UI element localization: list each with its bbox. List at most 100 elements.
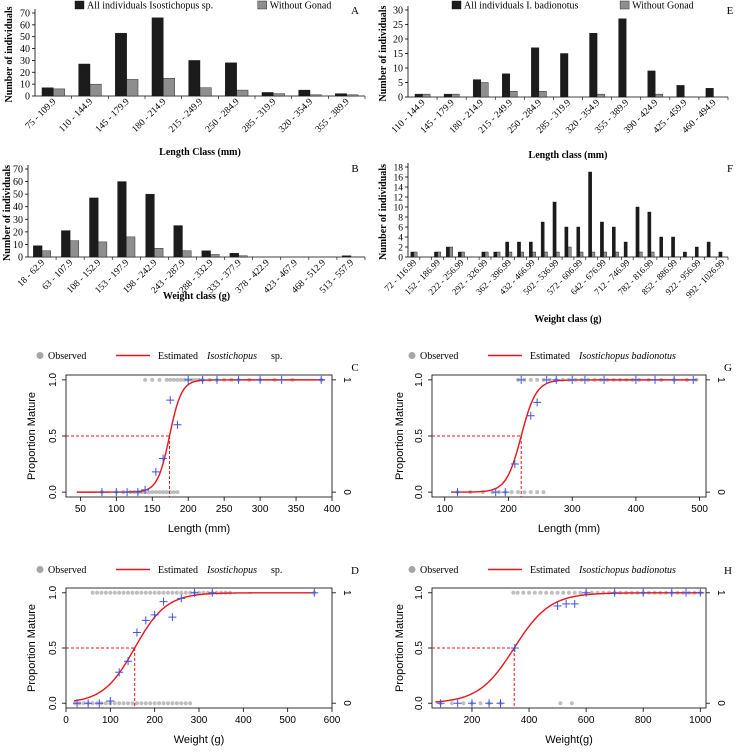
x-tick-label: 150	[144, 504, 161, 515]
observed-point-mature	[567, 590, 571, 595]
bar-series-0	[612, 226, 616, 258]
y-axis-title: Number of individuals	[378, 5, 389, 101]
observed-point-mature	[174, 590, 179, 595]
bar-series-1	[508, 251, 513, 258]
x-axis-title: Length Class (mm)	[159, 147, 241, 158]
legend-swatch	[257, 0, 267, 10]
proportion-mature-marker	[670, 375, 679, 384]
observed-point-immature	[478, 701, 483, 706]
observed-point-mature	[157, 590, 162, 595]
bar-series-0	[89, 197, 99, 258]
logistic-panel-G: 0.0 0.5 1.0 0 1 100 200 300 400 500 Proportion Mat…	[394, 351, 732, 535]
bar-series-1	[126, 236, 136, 258]
proportion-mature-marker	[198, 375, 207, 384]
y-axis-title: Proportion Mature	[26, 392, 38, 480]
observed-point-immature	[509, 490, 514, 495]
observed-point-immature	[183, 701, 188, 706]
y-tick-label: 50	[20, 32, 30, 43]
observed-point-mature	[148, 590, 153, 595]
panel-letter: F	[727, 163, 733, 175]
x-tick-label: 800	[635, 715, 652, 726]
y-tick-label: 15	[393, 49, 403, 60]
y-tick-label: 50	[13, 190, 23, 201]
proportion-mature-marker	[106, 696, 115, 705]
bar-series-0	[600, 221, 604, 258]
y-tick-label: 0.0	[414, 485, 425, 499]
proportion-mature-marker	[610, 588, 619, 597]
panel-letter: B	[351, 163, 358, 175]
legend-label: Observed	[420, 565, 458, 576]
x-tick-label: 200	[180, 504, 197, 515]
bar-series-0	[342, 255, 352, 258]
proportion-mature-marker	[84, 699, 93, 708]
bar-series-1	[484, 251, 489, 258]
x-tick-label: 400	[324, 504, 341, 515]
x-category-label: 285 - 319.9	[241, 97, 279, 135]
proportion-mature-marker	[159, 454, 168, 463]
y-tick-label: 6	[398, 224, 403, 234]
x-tick-label: 100	[102, 715, 119, 726]
observed-point-immature	[516, 490, 521, 495]
y-tick-label: 0.5	[414, 641, 425, 655]
observed-point-mature	[527, 590, 532, 595]
observed-point-mature	[578, 590, 583, 595]
legend-label: Estimated	[158, 565, 198, 576]
bar-series-1	[480, 82, 489, 98]
observed-point-immature	[175, 490, 180, 495]
bar-series-0	[117, 181, 127, 258]
y-tick-label: 0	[398, 254, 403, 264]
proportion-mature-marker	[510, 644, 519, 652]
bar-series-1	[555, 251, 560, 258]
x-axis-title: Weight class (g)	[163, 291, 230, 302]
legend-swatch	[619, 0, 630, 10]
y-axis-title: Proportion Mature	[394, 392, 406, 480]
y-tick-label: 20	[13, 227, 23, 238]
proportion-mature-marker	[631, 375, 640, 384]
legend-observed-marker	[408, 352, 416, 359]
bar-series-1	[199, 87, 212, 97]
x-axis-title: Length (mm)	[168, 523, 230, 535]
x-tick-label: 400	[521, 715, 538, 726]
observed-point-mature	[150, 377, 155, 382]
right-tick-label: 0	[341, 700, 352, 706]
observed-point-mature	[171, 377, 176, 382]
observed-point-immature	[152, 701, 157, 706]
y-tick-label: 1.0	[48, 372, 59, 386]
proportion-mature-marker	[168, 613, 177, 622]
proportion-mature-marker	[667, 588, 676, 597]
bar-series-0	[443, 93, 452, 98]
y-tick-label: 40	[13, 202, 23, 213]
x-tick-label: 50	[75, 504, 87, 515]
legend-observed-marker	[36, 352, 44, 359]
legend-label: Estimated	[530, 351, 570, 362]
bar-series-1	[89, 83, 102, 97]
bar-series-1	[496, 251, 501, 258]
proportion-mature-marker	[150, 610, 159, 619]
observed-point-immature	[134, 701, 139, 706]
bar-series-0	[529, 241, 533, 258]
legend-label: Isostichopus badionotus	[578, 351, 676, 362]
bar-series-1	[238, 255, 248, 258]
proportion-mature-marker	[696, 588, 705, 597]
observed-point-immature	[541, 490, 546, 495]
proportion-mature-marker	[552, 375, 561, 384]
y-tick-label: 0.5	[48, 429, 59, 443]
y-tick-label: 5	[398, 78, 403, 89]
observed-point-immature	[522, 490, 527, 495]
legend-label: Without Gonad	[270, 1, 332, 12]
observed-point-immature	[528, 490, 533, 495]
proportion-mature-marker	[526, 411, 535, 420]
bar-series-0	[201, 250, 211, 258]
proportion-mature-marker	[570, 599, 579, 608]
observed-point-mature	[179, 377, 184, 382]
bar-series-1	[422, 93, 431, 98]
x-tick-label: 400	[235, 715, 252, 726]
observed-point-mature	[95, 590, 100, 595]
observed-point-mature	[126, 590, 131, 595]
observed-point-immature	[164, 490, 169, 495]
legend-label: All individuals I. badionotus	[464, 1, 579, 12]
observed-point-mature	[121, 590, 126, 595]
observed-point-immature	[161, 701, 166, 706]
bar-series-0	[145, 193, 155, 258]
